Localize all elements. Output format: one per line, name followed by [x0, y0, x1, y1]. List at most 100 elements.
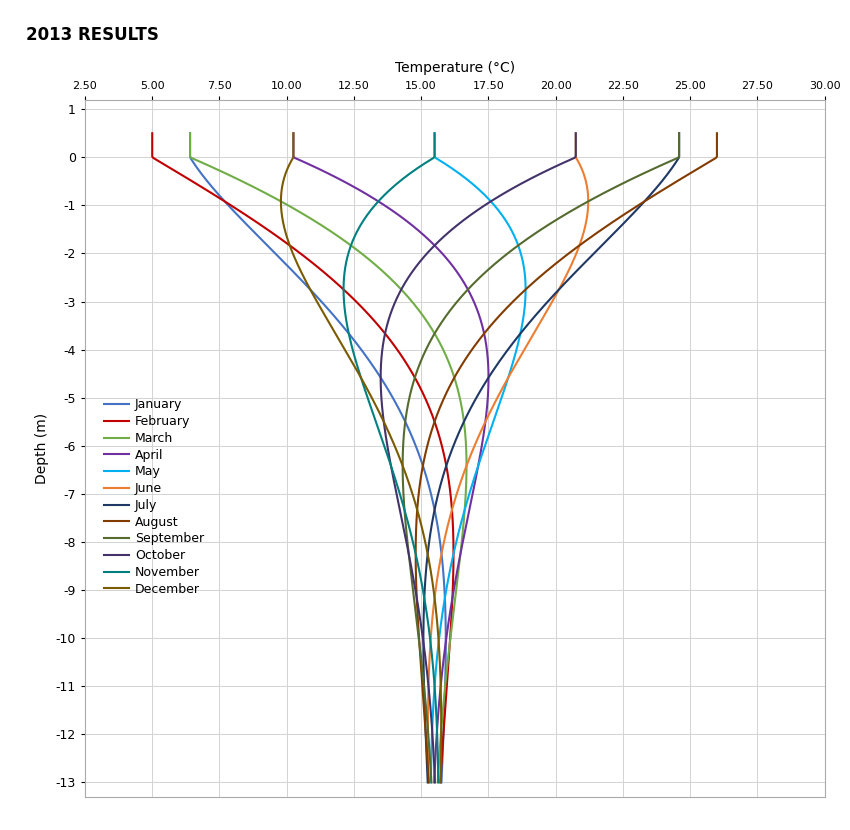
June [469, 441, 479, 451]
October [382, 437, 392, 447]
January [440, 661, 450, 671]
April [438, 661, 448, 671]
March [433, 778, 443, 788]
December [405, 480, 415, 490]
March [461, 441, 471, 451]
May [457, 515, 468, 525]
July [674, 129, 684, 139]
April [477, 441, 487, 451]
November [433, 762, 443, 772]
October [382, 441, 393, 451]
July [449, 441, 459, 451]
November [377, 437, 388, 447]
Line: October: October [381, 134, 575, 783]
May [468, 480, 478, 490]
May [480, 441, 490, 451]
October [429, 762, 439, 772]
July [435, 480, 445, 490]
August [423, 437, 434, 447]
March [434, 762, 444, 772]
January [436, 778, 446, 788]
September [399, 437, 409, 447]
May [426, 778, 436, 788]
June [424, 661, 434, 671]
September [398, 441, 408, 451]
February [147, 129, 157, 139]
Y-axis label: Depth (m): Depth (m) [35, 413, 48, 484]
September [425, 762, 435, 772]
November [402, 515, 412, 525]
April [469, 480, 479, 490]
Legend: January, February, March, April, May, June, July, August, September, October, No: January, February, March, April, May, Ju… [99, 393, 209, 601]
August [416, 661, 426, 671]
March [461, 437, 471, 447]
May [429, 129, 439, 139]
Line: November: November [343, 134, 439, 783]
July [422, 778, 433, 788]
September [416, 661, 427, 671]
May [426, 762, 436, 772]
November [379, 441, 389, 451]
March [185, 129, 196, 139]
December [435, 661, 445, 671]
March [461, 480, 471, 490]
July [418, 661, 428, 671]
Line: September: September [403, 134, 679, 783]
December [435, 778, 445, 788]
June [570, 129, 581, 139]
October [397, 515, 407, 525]
November [434, 778, 444, 788]
Line: June: June [428, 134, 588, 783]
December [415, 515, 425, 525]
November [428, 661, 438, 671]
February [445, 480, 455, 490]
October [389, 480, 400, 490]
November [429, 129, 439, 139]
X-axis label: Temperature (°C): Temperature (°C) [394, 61, 515, 76]
February [435, 778, 445, 788]
Line: December: December [280, 134, 441, 783]
January [437, 762, 447, 772]
February [447, 515, 457, 525]
June [455, 480, 465, 490]
October [421, 661, 431, 671]
February [443, 661, 453, 671]
June [423, 778, 434, 788]
Line: August: August [416, 134, 717, 783]
July [428, 515, 438, 525]
April [462, 515, 473, 525]
June [471, 437, 481, 447]
March [459, 515, 469, 525]
April [478, 437, 488, 447]
March [442, 661, 452, 671]
August [711, 129, 722, 139]
November [392, 480, 402, 490]
December [389, 441, 400, 451]
Line: January: January [190, 134, 445, 783]
January [423, 480, 434, 490]
May [431, 661, 441, 671]
July [422, 762, 432, 772]
Line: February: February [152, 134, 454, 783]
February [436, 762, 446, 772]
June [423, 762, 434, 772]
September [427, 778, 437, 788]
December [388, 437, 398, 447]
August [423, 778, 434, 788]
January [409, 437, 419, 447]
December [436, 762, 446, 772]
April [288, 129, 298, 139]
September [674, 129, 684, 139]
September [400, 515, 411, 525]
Line: May: May [431, 134, 525, 783]
August [415, 480, 425, 490]
Line: July: July [423, 134, 679, 783]
June [445, 515, 455, 525]
October [570, 129, 581, 139]
April [429, 778, 439, 788]
October [430, 778, 440, 788]
August [411, 515, 422, 525]
July [450, 437, 460, 447]
January [432, 515, 442, 525]
August [422, 762, 433, 772]
